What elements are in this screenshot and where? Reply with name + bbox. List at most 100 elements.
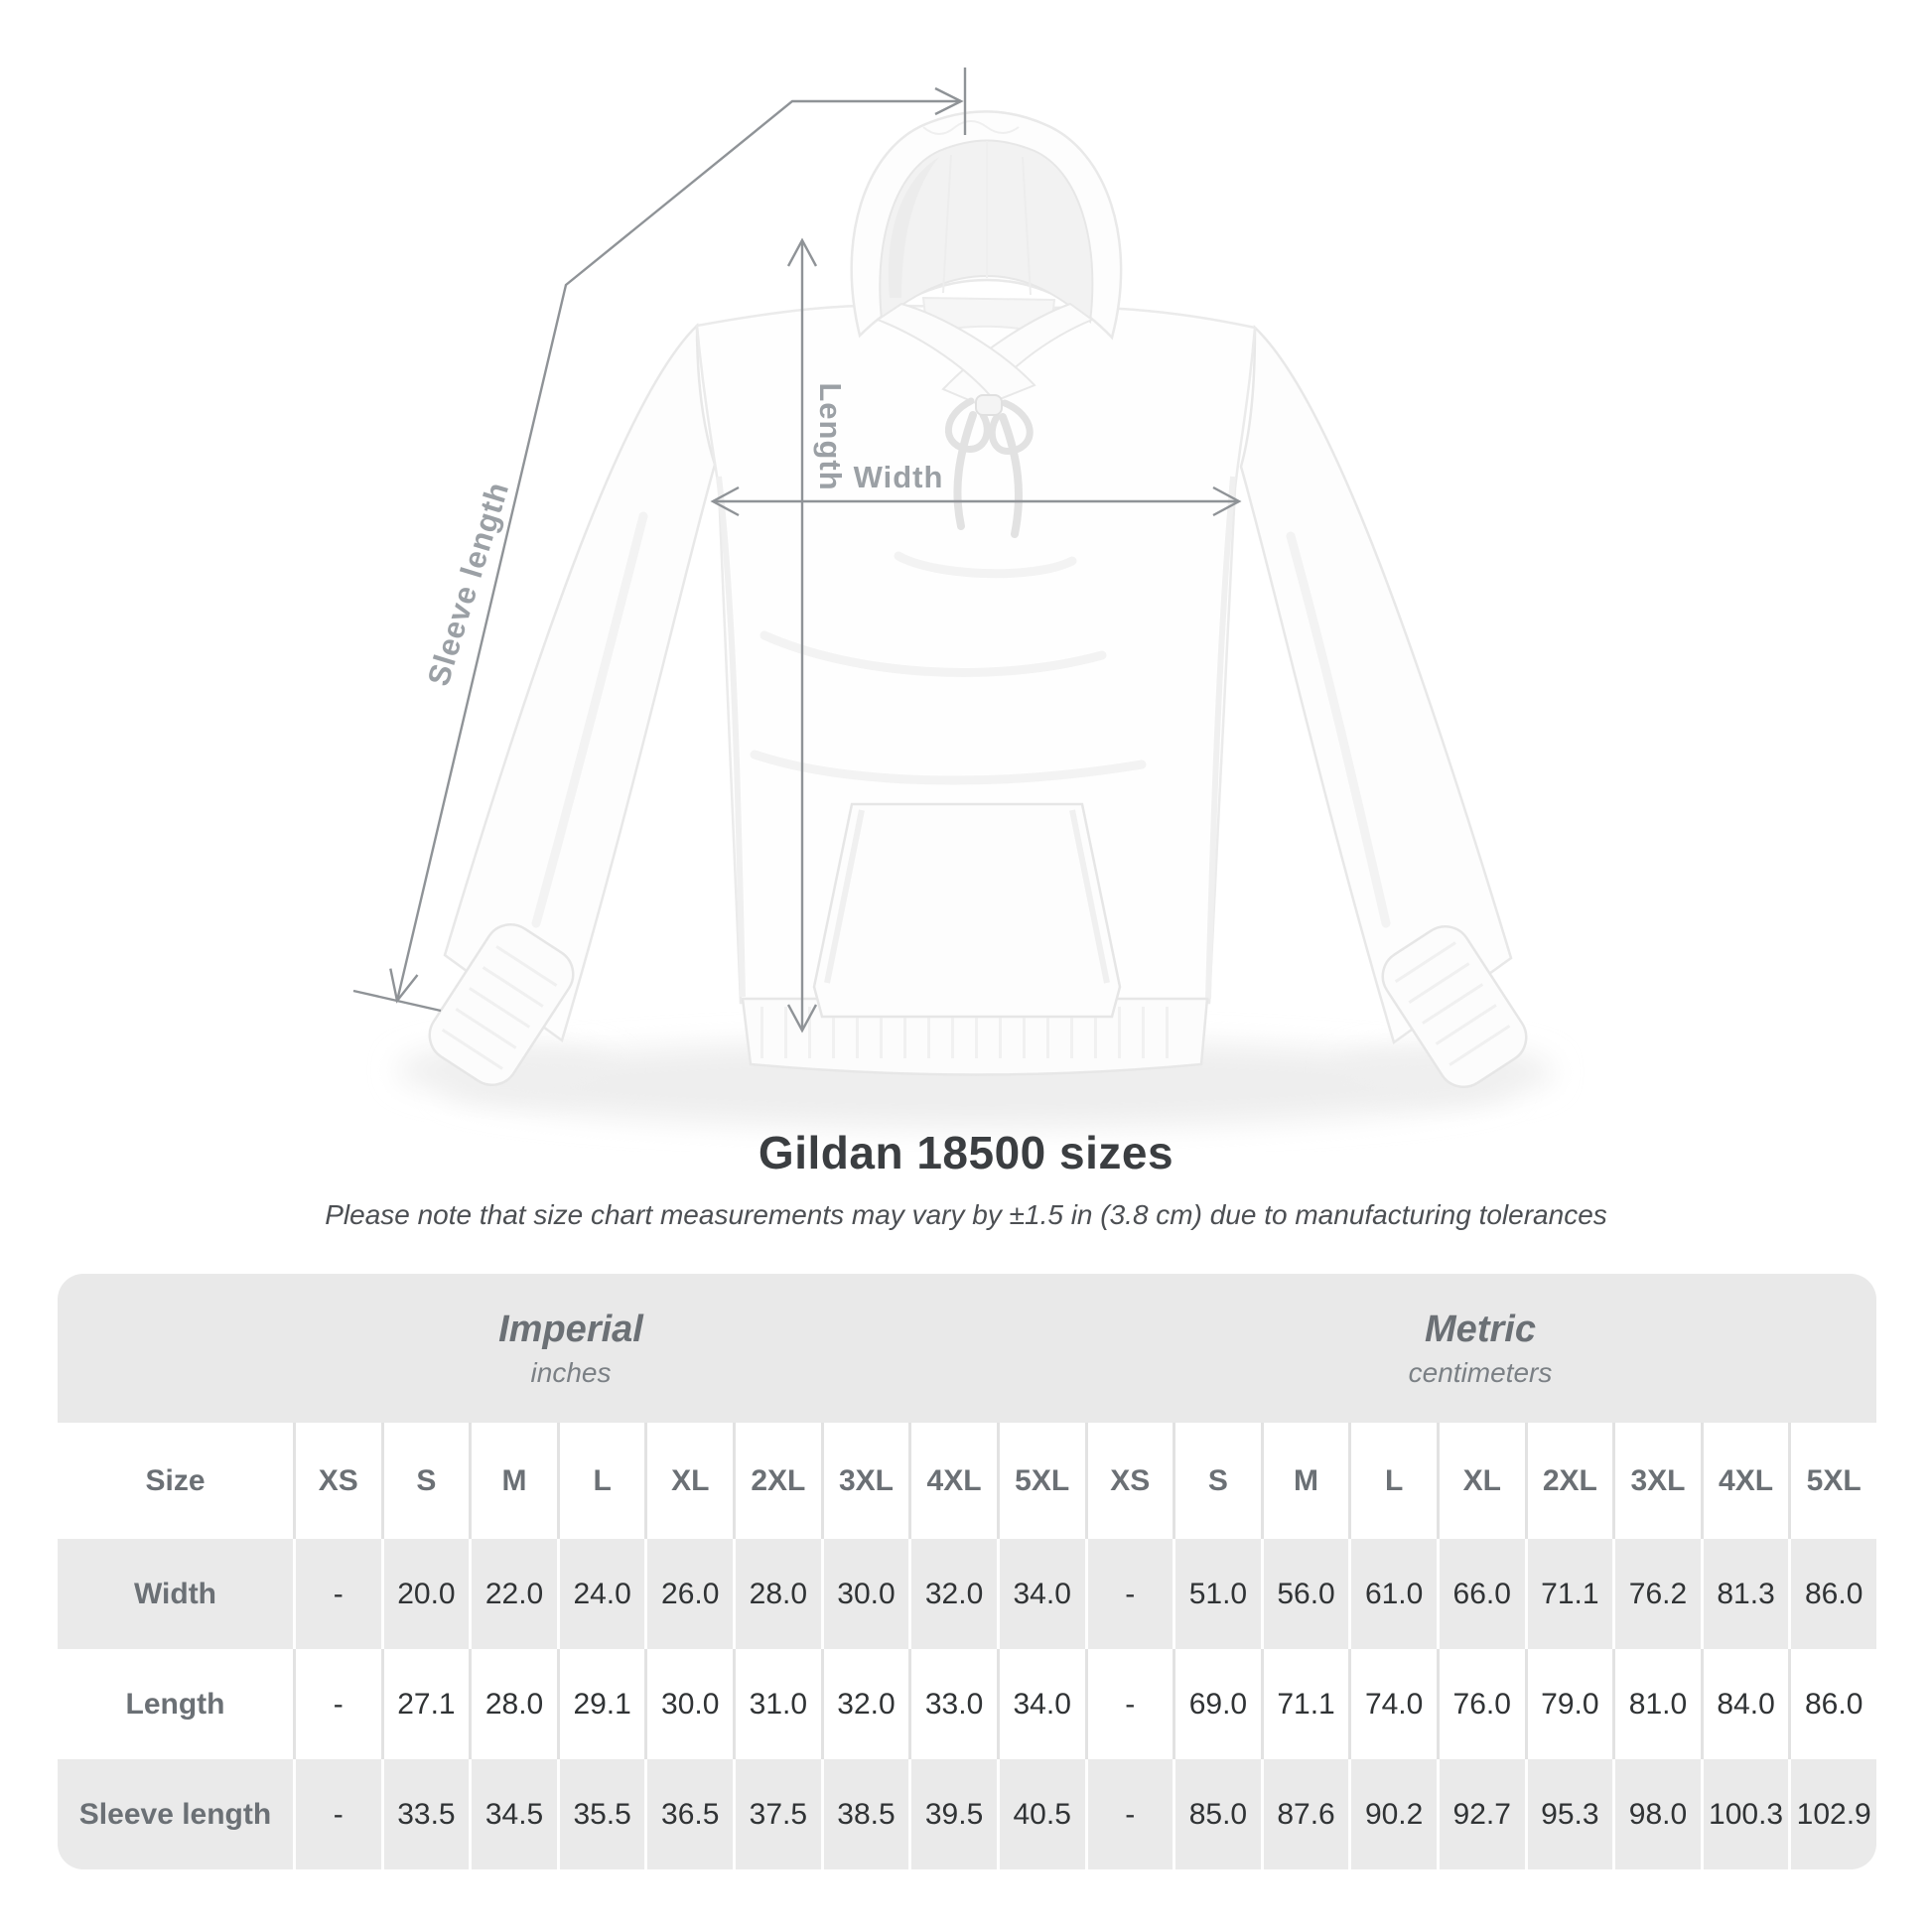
right-cuff xyxy=(1381,924,1528,1089)
imperial-value-cell: 30.0 xyxy=(820,1539,909,1649)
metric-value-cell: 71.1 xyxy=(1260,1649,1349,1759)
imperial-value-cell: 28.0 xyxy=(733,1539,821,1649)
row-label-cell: Width xyxy=(133,1577,217,1610)
hoodie-graphic xyxy=(428,110,1528,1089)
sleeve-length-arrow xyxy=(352,68,967,1013)
drawstrings xyxy=(945,397,1034,538)
row-label-cell: Length xyxy=(125,1687,225,1721)
metric-value-cell: 84.0 xyxy=(1700,1649,1789,1759)
left-cuff xyxy=(428,922,575,1087)
dimension-arrows xyxy=(352,68,1242,1034)
size-header-cell: M xyxy=(469,1423,557,1539)
imperial-value-cell: - xyxy=(293,1649,381,1759)
size-header-cell: M xyxy=(1260,1423,1349,1539)
table-row-length: Length -27.1 28.0 29.1 30.0 31.0 32.0 33.0 34.0-… xyxy=(58,1649,1876,1759)
imperial-unit-label: inches xyxy=(530,1356,612,1388)
imperial-value-cell: 33.0 xyxy=(908,1649,997,1759)
imperial-value-cell: 26.0 xyxy=(644,1539,733,1649)
imperial-value-cell: 30.0 xyxy=(644,1649,733,1759)
imperial-value-cell: 29.1 xyxy=(556,1649,645,1759)
imperial-value-cell: 27.1 xyxy=(380,1649,470,1759)
imperial-value-cell: 36.5 xyxy=(644,1759,733,1869)
tolerance-note: Please note that size chart measurements… xyxy=(325,1199,1607,1230)
size-header-cell: S xyxy=(380,1423,470,1539)
imperial-value-cell: 35.5 xyxy=(556,1759,645,1869)
metric-value-cell: 90.2 xyxy=(1348,1759,1437,1869)
imperial-value-cell: - xyxy=(293,1759,381,1869)
page-title: Gildan 18500 sizes xyxy=(758,1127,1174,1178)
table-row-width: Width -20.0 22.0 24.0 26.0 28.0 30.0 32.0 34.0-5… xyxy=(58,1539,1876,1649)
hoodie-measurement-diagram: Length Width Sleeve length xyxy=(352,68,1554,1128)
metric-value-cell: 81.0 xyxy=(1612,1649,1701,1759)
imperial-value-cell: 32.0 xyxy=(820,1649,909,1759)
size-header-cell: 4XL xyxy=(908,1423,997,1539)
size-header-cell: 2XL xyxy=(1524,1423,1613,1539)
size-header-cell: 5XL xyxy=(1788,1423,1876,1539)
size-header-cell: L xyxy=(1348,1423,1437,1539)
imperial-value-cell: 32.0 xyxy=(908,1539,997,1649)
imperial-heading: Imperial xyxy=(498,1308,643,1350)
size-header-cell: 3XL xyxy=(820,1423,909,1539)
metric-value-cell: 56.0 xyxy=(1260,1539,1349,1649)
size-header-cell: XS xyxy=(1084,1423,1173,1539)
metric-value-cell: 100.3 xyxy=(1700,1759,1789,1869)
imperial-value-cell: 40.5 xyxy=(996,1759,1085,1869)
size-column-header: Size xyxy=(145,1463,206,1497)
imperial-unit-group: Imperial inches xyxy=(58,1274,1084,1423)
hoodie-illustration xyxy=(352,68,1554,1128)
imperial-value-cell: 28.0 xyxy=(469,1649,557,1759)
metric-value-cell: 76.0 xyxy=(1436,1649,1525,1759)
metric-value-cell: - xyxy=(1084,1539,1173,1649)
metric-heading: Metric xyxy=(1425,1308,1536,1350)
metric-value-cell: 102.9 xyxy=(1788,1759,1876,1869)
metric-value-cell: - xyxy=(1084,1649,1173,1759)
size-header-cell: XL xyxy=(644,1423,733,1539)
size-header-cell: L xyxy=(556,1423,645,1539)
metric-value-cell: 87.6 xyxy=(1260,1759,1349,1869)
size-header-cell: 5XL xyxy=(996,1423,1085,1539)
size-header-cell: 3XL xyxy=(1612,1423,1701,1539)
imperial-value-cell: - xyxy=(293,1539,381,1649)
metric-value-cell: 92.7 xyxy=(1436,1759,1525,1869)
metric-value-cell: 51.0 xyxy=(1173,1539,1261,1649)
metric-value-cell: 61.0 xyxy=(1348,1539,1437,1649)
imperial-value-cell: 37.5 xyxy=(733,1759,821,1869)
imperial-value-cell: 34.5 xyxy=(469,1759,557,1869)
metric-unit-group: Metric centimeters xyxy=(1084,1274,1876,1423)
imperial-value-cell: 39.5 xyxy=(908,1759,997,1869)
metric-value-cell: 74.0 xyxy=(1348,1649,1437,1759)
table-rows: Size XS S M L XL 2XL 3XL 4XL 5XL XS S M L XL 2XL 3XL 4XL 5… xyxy=(58,1423,1876,1869)
size-header-cell: 2XL xyxy=(733,1423,821,1539)
size-table: Imperial inches Metric centimeters Size X… xyxy=(58,1274,1876,1869)
metric-value-cell: 71.1 xyxy=(1524,1539,1613,1649)
width-arrow xyxy=(710,485,1242,517)
metric-unit-label: centimeters xyxy=(1408,1356,1553,1388)
size-header-cell: XS xyxy=(293,1423,381,1539)
imperial-value-cell: 34.0 xyxy=(996,1539,1085,1649)
imperial-value-cell: 24.0 xyxy=(556,1539,645,1649)
metric-value-cell: 66.0 xyxy=(1436,1539,1525,1649)
size-header-cell: S xyxy=(1173,1423,1261,1539)
size-header-cell: XL xyxy=(1436,1423,1525,1539)
metric-value-cell: 76.2 xyxy=(1612,1539,1701,1649)
imperial-value-cell: 38.5 xyxy=(820,1759,909,1869)
metric-value-cell: 86.0 xyxy=(1788,1539,1876,1649)
width-dimension-label: Width xyxy=(853,460,944,494)
length-arrow xyxy=(786,237,818,1034)
kangaroo-pocket xyxy=(812,802,1122,1019)
metric-value-cell: 85.0 xyxy=(1173,1759,1261,1869)
table-header-row: Size XS S M L XL 2XL 3XL 4XL 5XL XS S M L XL 2XL 3XL 4XL 5… xyxy=(58,1423,1876,1539)
imperial-value-cell: 31.0 xyxy=(733,1649,821,1759)
row-label-cell: Sleeve length xyxy=(78,1797,272,1831)
metric-value-cell: 81.3 xyxy=(1700,1539,1789,1649)
table-row-sleeve-length: Sleeve length -33.5 34.5 35.5 36.5 37.5 38.5 39… xyxy=(58,1759,1876,1869)
metric-value-cell: 95.3 xyxy=(1524,1759,1613,1869)
imperial-value-cell: 22.0 xyxy=(469,1539,557,1649)
imperial-value-cell: 33.5 xyxy=(380,1759,470,1869)
imperial-value-cell: 20.0 xyxy=(380,1539,470,1649)
metric-value-cell: 86.0 xyxy=(1788,1649,1876,1759)
imperial-value-cell: 34.0 xyxy=(996,1649,1085,1759)
metric-value-cell: 98.0 xyxy=(1612,1759,1701,1869)
units-band: Imperial inches Metric centimeters xyxy=(58,1274,1876,1423)
